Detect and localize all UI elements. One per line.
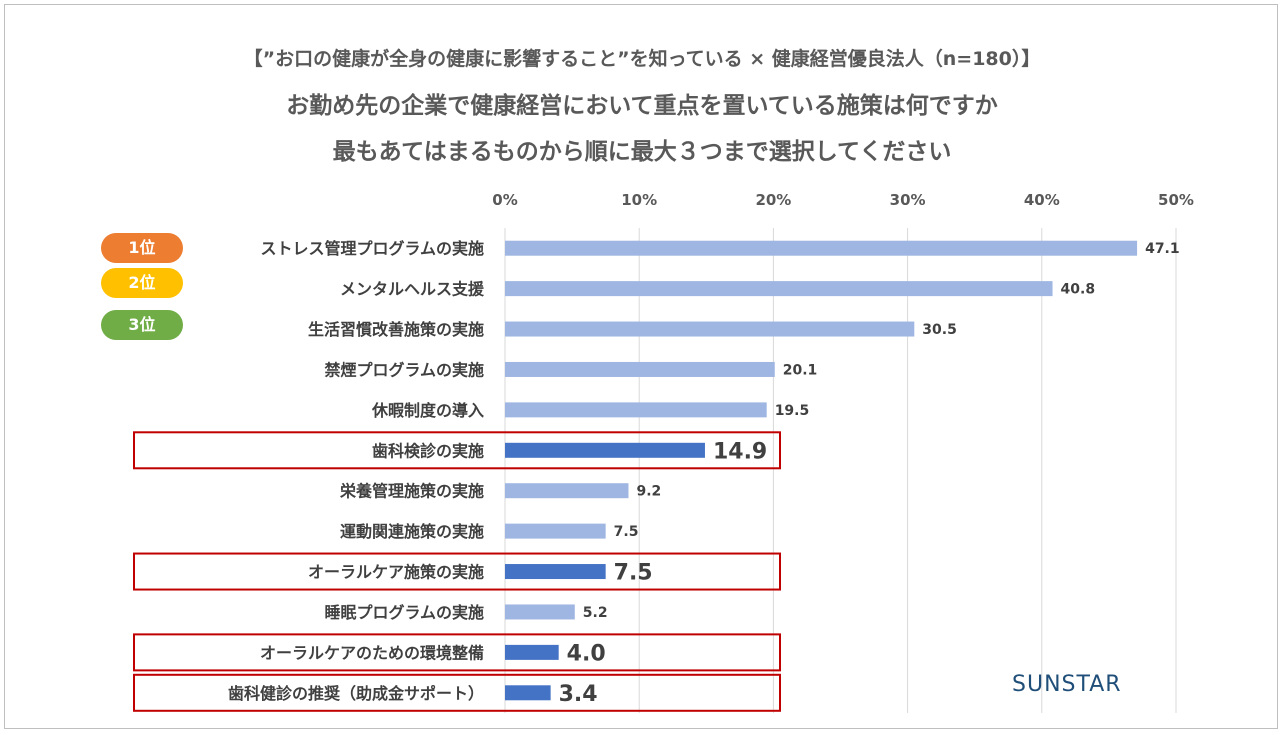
category-label: ストレス管理プログラムの実施 bbox=[260, 239, 484, 258]
chart-instruction: 最もあてはまるものから順に最大３つまで選択してください bbox=[332, 139, 952, 165]
bar bbox=[505, 240, 1138, 256]
chart-title: 【”お口の健康が全身の健康に影響すること”を知っている × 健康経営優良法人（n… bbox=[243, 48, 1041, 70]
category-label: 歯科健診の推奨（助成金サポート） bbox=[228, 684, 484, 703]
legend-rank-3: 3位 bbox=[101, 310, 183, 340]
data-label: 3.4 bbox=[559, 682, 598, 707]
category-label: オーラルケア施策の実施 bbox=[308, 563, 484, 582]
bar bbox=[505, 402, 767, 418]
category-label: 休暇制度の導入 bbox=[371, 401, 484, 420]
category-label: オーラルケアのための環境整備 bbox=[260, 643, 484, 662]
data-label: 14.9 bbox=[713, 439, 767, 464]
x-tick-label: 50% bbox=[1158, 191, 1194, 209]
bar bbox=[505, 321, 915, 337]
bar bbox=[505, 564, 606, 580]
brand-logo: SUNSTAR bbox=[1012, 672, 1122, 697]
data-label: 7.5 bbox=[614, 561, 653, 586]
category-label: 運動関連施策の実施 bbox=[340, 522, 484, 541]
bar bbox=[505, 483, 629, 499]
x-tick-label: 40% bbox=[1024, 191, 1060, 209]
legend-rank-2: 2位 bbox=[101, 268, 183, 298]
data-label: 40.8 bbox=[1061, 282, 1096, 298]
data-label: 47.1 bbox=[1145, 241, 1180, 257]
data-label: 9.2 bbox=[636, 484, 661, 500]
category-label: 歯科検診の実施 bbox=[372, 441, 484, 460]
x-tick-label: 10% bbox=[621, 191, 657, 209]
category-label: 睡眠プログラムの実施 bbox=[324, 603, 484, 622]
data-label: 30.5 bbox=[922, 322, 957, 338]
x-tick-label: 0% bbox=[492, 191, 517, 209]
x-tick-label: 20% bbox=[755, 191, 791, 209]
x-tick-label: 30% bbox=[890, 191, 926, 209]
category-label: 生活習慣改善施策の実施 bbox=[308, 320, 484, 339]
highlight-box bbox=[133, 673, 781, 712]
bar bbox=[505, 281, 1053, 297]
data-label: 20.1 bbox=[783, 362, 818, 378]
data-label: 7.5 bbox=[614, 524, 639, 540]
chart-question: お勤め先の企業で健康経営において重点を置いている施策は何ですか bbox=[286, 93, 998, 119]
highlight-box bbox=[133, 431, 781, 470]
data-label: 4.0 bbox=[567, 641, 606, 666]
legend-rank-1: 1位 bbox=[101, 233, 183, 263]
category-label: 栄養管理施策の実施 bbox=[339, 482, 484, 501]
bar bbox=[505, 604, 575, 620]
data-label: 19.5 bbox=[775, 403, 810, 419]
bar bbox=[505, 644, 559, 660]
bar bbox=[505, 523, 606, 539]
highlight-box bbox=[133, 633, 781, 672]
bar bbox=[505, 361, 775, 377]
bar bbox=[505, 442, 705, 458]
category-label: メンタルヘルス支援 bbox=[340, 280, 485, 299]
bar bbox=[505, 685, 551, 701]
category-label: 禁煙プログラムの実施 bbox=[324, 360, 484, 379]
data-label: 5.2 bbox=[583, 605, 608, 621]
highlight-box bbox=[133, 552, 781, 591]
